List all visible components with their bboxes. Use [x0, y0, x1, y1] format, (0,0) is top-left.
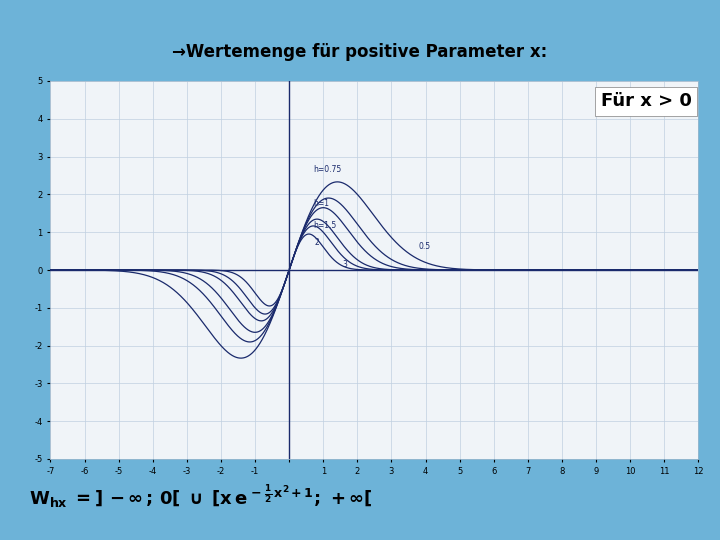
- Text: $\mathbf{W_{hx}}$ $\mathbf{= ]\,-\infty\,;\,0[\;\cup\;[x\,e^{\,-\frac{1}{2}\,x^2: $\mathbf{W_{hx}}$ $\mathbf{= ]\,-\infty\…: [29, 483, 373, 510]
- Text: 2: 2: [314, 239, 319, 247]
- Text: 3: 3: [342, 260, 347, 269]
- Text: h=1.5: h=1.5: [314, 221, 337, 231]
- Text: h=0.75: h=0.75: [314, 165, 342, 174]
- Text: 0.5: 0.5: [419, 242, 431, 251]
- Text: →Wertemenge für positive Parameter x:: →Wertemenge für positive Parameter x:: [172, 43, 548, 61]
- Text: Für x > 0: Für x > 0: [600, 92, 692, 110]
- Text: h=1: h=1: [313, 199, 329, 208]
